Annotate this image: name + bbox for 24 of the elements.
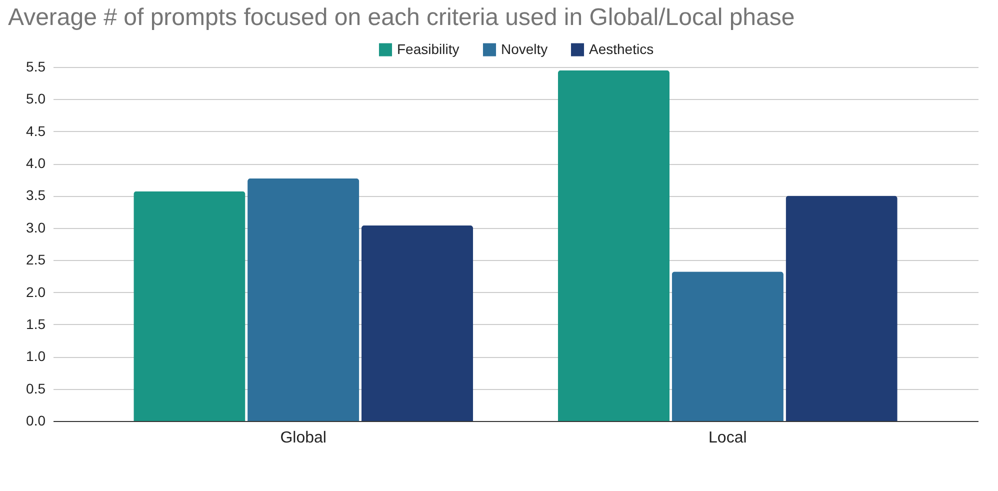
legend-label: Aesthetics bbox=[589, 40, 654, 57]
y-tick-label: 5.0 bbox=[26, 90, 46, 107]
y-tick-label: 5.5 bbox=[26, 58, 46, 74]
y-tick-label: 1.0 bbox=[26, 348, 46, 364]
bar bbox=[672, 272, 784, 421]
bar bbox=[361, 225, 474, 421]
legend-label: Feasibility bbox=[397, 40, 460, 57]
bar bbox=[134, 191, 246, 421]
bar bbox=[786, 196, 898, 421]
y-tick-label: 3.0 bbox=[26, 219, 46, 236]
y-tick-label: 0.0 bbox=[26, 412, 46, 428]
x-tick-label: Local bbox=[708, 430, 747, 446]
bar bbox=[558, 70, 670, 421]
y-tick-label: 0.5 bbox=[26, 380, 46, 396]
y-tick-label: 4.5 bbox=[26, 122, 46, 139]
y-tick-label: 1.5 bbox=[26, 316, 46, 332]
chart-title: Average # of prompts focused on each criteria used in Global/Local phase bbox=[8, 4, 795, 31]
y-tick-label: 3.5 bbox=[26, 187, 46, 204]
legend-label: Novelty bbox=[501, 40, 548, 57]
x-tick-label: Global bbox=[280, 430, 326, 446]
y-tick-label: 2.5 bbox=[26, 252, 46, 268]
bar bbox=[248, 178, 360, 421]
y-tick-label: 4.0 bbox=[26, 155, 46, 172]
y-tick-label: 2.0 bbox=[26, 284, 46, 300]
